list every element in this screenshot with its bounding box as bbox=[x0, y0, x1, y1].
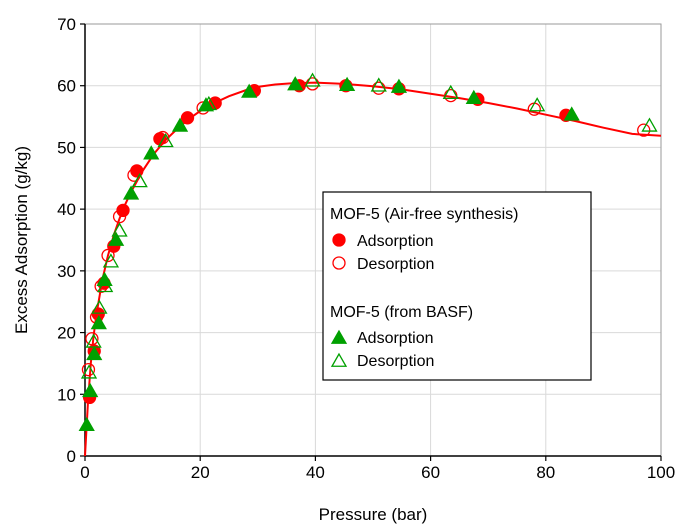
data-point bbox=[102, 253, 120, 268]
legend-group-title: MOF-5 (Air-free synthesis) bbox=[330, 206, 518, 223]
data-point bbox=[111, 222, 128, 237]
data-point bbox=[97, 277, 114, 293]
legend-marker bbox=[330, 352, 348, 367]
data-point bbox=[130, 164, 144, 178]
data-point bbox=[200, 95, 217, 111]
data-point bbox=[465, 89, 482, 104]
x-tick-label: 20 bbox=[191, 463, 210, 482]
legend-entry-label: Adsorption bbox=[357, 233, 434, 250]
data-point bbox=[91, 299, 108, 314]
y-tick-label: 0 bbox=[67, 447, 76, 466]
legend-box bbox=[322, 191, 592, 381]
legend-markers bbox=[330, 233, 348, 367]
y-tick-label: 30 bbox=[57, 262, 76, 281]
data-point bbox=[81, 362, 96, 377]
data-point bbox=[338, 76, 356, 91]
data-point bbox=[107, 231, 125, 246]
legend-marker bbox=[330, 329, 348, 344]
y-tick-label: 20 bbox=[57, 324, 76, 343]
data-point bbox=[180, 111, 195, 125]
x-tick-label: 60 bbox=[421, 463, 440, 482]
data-point bbox=[80, 364, 98, 379]
data-point bbox=[156, 130, 170, 145]
data-point bbox=[157, 132, 174, 148]
data-point bbox=[122, 185, 140, 200]
data-point bbox=[527, 102, 541, 116]
y-axis-label: Excess Adsorption (g/kg) bbox=[12, 146, 31, 334]
legend-marker bbox=[332, 233, 346, 247]
data-point bbox=[241, 83, 258, 98]
legend: MOF-5 (Air-free synthesis) Adsorption De… bbox=[322, 191, 592, 381]
data-point bbox=[641, 117, 658, 132]
data-point bbox=[143, 145, 160, 160]
y-tick-label: 70 bbox=[57, 15, 76, 34]
y-tick-label: 10 bbox=[57, 385, 76, 404]
data-point bbox=[85, 333, 102, 348]
data-point bbox=[305, 77, 320, 91]
legend-entry-label: Adsorption bbox=[357, 330, 434, 347]
data-point bbox=[86, 345, 103, 361]
data-point bbox=[90, 315, 107, 330]
data-point bbox=[370, 77, 387, 92]
x-tick-label: 80 bbox=[536, 463, 555, 482]
data-point bbox=[171, 117, 189, 132]
x-axis-label: Pressure (bar) bbox=[319, 505, 428, 524]
legend-entry-label: Desorption bbox=[357, 256, 434, 273]
x-tick-label: 40 bbox=[306, 463, 325, 482]
y-tick-label: 60 bbox=[57, 77, 76, 96]
data-point bbox=[131, 173, 148, 188]
legend-entry-label: Desorption bbox=[357, 353, 434, 370]
legend-group-title: MOF-5 (from BASF) bbox=[330, 304, 473, 321]
data-point bbox=[78, 416, 95, 432]
data-points bbox=[78, 72, 658, 432]
data-point bbox=[529, 97, 546, 112]
data-point bbox=[563, 106, 580, 121]
data-point bbox=[287, 76, 304, 91]
data-point bbox=[116, 203, 130, 218]
data-point bbox=[304, 72, 321, 87]
x-tick-label: 100 bbox=[647, 463, 675, 482]
data-point bbox=[82, 382, 99, 398]
data-point bbox=[85, 332, 99, 346]
legend-marker bbox=[332, 256, 346, 270]
data-point bbox=[390, 78, 408, 93]
y-tick-label: 40 bbox=[57, 200, 76, 219]
axes: 0 20 40 60 80 100 0 10 20 30 40 50 60 70 bbox=[57, 15, 675, 482]
data-point bbox=[101, 248, 115, 263]
x-tick-label: 0 bbox=[80, 463, 89, 482]
data-point bbox=[442, 84, 459, 100]
y-tick-label: 50 bbox=[57, 138, 76, 157]
data-point bbox=[637, 123, 651, 137]
